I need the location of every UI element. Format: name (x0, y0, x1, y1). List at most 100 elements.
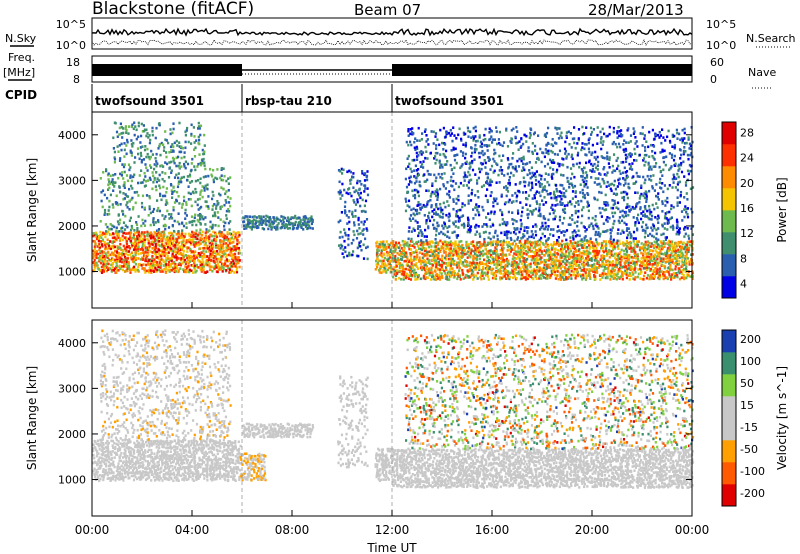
data-cell (230, 269, 234, 273)
data-cell (595, 249, 599, 253)
data-cell (202, 265, 205, 268)
data-cell (198, 239, 201, 242)
data-cell (390, 268, 393, 271)
data-cell (473, 266, 476, 270)
data-cell (510, 238, 513, 242)
data-cell (506, 157, 509, 160)
data-cell (567, 269, 570, 273)
data-cell (170, 235, 173, 239)
data-cell (128, 125, 131, 128)
data-cell (496, 243, 499, 246)
data-cell (601, 241, 604, 245)
data-cell (605, 250, 609, 253)
data-cell (508, 181, 511, 185)
data-cell (106, 173, 110, 177)
data-cell (463, 226, 466, 229)
data-cell (486, 243, 489, 246)
data-cell (211, 204, 214, 208)
data-cell (195, 244, 198, 247)
data-cell (603, 267, 606, 271)
data-cell (467, 181, 470, 184)
data-cell (341, 172, 344, 175)
data-cell (637, 272, 640, 276)
data-cell (609, 278, 612, 281)
data-cell (460, 240, 463, 243)
data-cell (176, 185, 180, 189)
data-cell (427, 271, 430, 274)
data-cell (512, 174, 515, 177)
data-cell (460, 137, 463, 141)
data-cell (461, 251, 465, 254)
data-cell (668, 239, 671, 243)
data-cell (148, 141, 151, 145)
data-cell (402, 278, 405, 281)
data-cell (486, 188, 489, 191)
data-cell (109, 193, 112, 197)
data-cell (450, 175, 453, 179)
data-cell (410, 274, 413, 277)
data-cell (470, 249, 473, 253)
data-cell (122, 177, 125, 180)
data-cell (123, 142, 126, 145)
data-cell (352, 230, 355, 233)
data-cell (101, 250, 104, 253)
data-cell (571, 267, 574, 270)
data-cell (140, 134, 143, 138)
data-cell (430, 268, 433, 271)
data-cell (165, 191, 168, 194)
data-cell (495, 270, 498, 274)
data-cell (121, 226, 124, 230)
data-cell (224, 252, 227, 255)
data-cell (426, 138, 429, 141)
data-cell (488, 183, 491, 187)
data-cell (560, 259, 563, 263)
data-cell (174, 250, 177, 254)
data-cell (357, 244, 361, 247)
data-cell (580, 262, 583, 266)
data-cell (379, 267, 382, 271)
data-cell (566, 245, 570, 248)
data-cell (349, 170, 352, 174)
data-cell (418, 225, 421, 228)
data-cell (129, 271, 132, 274)
data-cell (195, 229, 198, 232)
data-cell (642, 263, 645, 266)
data-cell (545, 251, 548, 254)
data-cell (472, 135, 475, 138)
data-cell (114, 121, 117, 125)
data-cell (442, 184, 445, 188)
data-cell (667, 254, 670, 257)
data-cell (235, 262, 238, 266)
data-cell (349, 182, 352, 185)
data-cell (506, 186, 509, 190)
data-cell (529, 275, 532, 278)
data-cell (154, 252, 157, 256)
data-cell (363, 190, 366, 193)
data-cell (501, 245, 504, 248)
data-cell (174, 247, 177, 250)
data-cell (396, 269, 399, 272)
data-cell (244, 215, 247, 218)
data-cell (204, 175, 207, 178)
data-cell (218, 253, 221, 256)
data-cell (393, 243, 396, 247)
data-cell (215, 253, 218, 256)
data-cell (640, 251, 643, 255)
data-cell (211, 190, 214, 194)
data-cell (430, 192, 433, 196)
data-cell (119, 218, 122, 222)
data-cell (452, 146, 455, 150)
data-cell (589, 240, 592, 243)
data-cell (553, 251, 556, 254)
data-cell (687, 250, 690, 253)
data-cell (182, 268, 185, 271)
data-cell (151, 243, 154, 246)
data-cell (485, 216, 488, 219)
data-cell (503, 233, 506, 236)
data-cell (526, 251, 529, 254)
data-cell (225, 269, 228, 272)
data-cell (500, 266, 503, 269)
data-cell (497, 269, 500, 273)
data-cell (568, 272, 571, 276)
data-cell (121, 251, 124, 255)
